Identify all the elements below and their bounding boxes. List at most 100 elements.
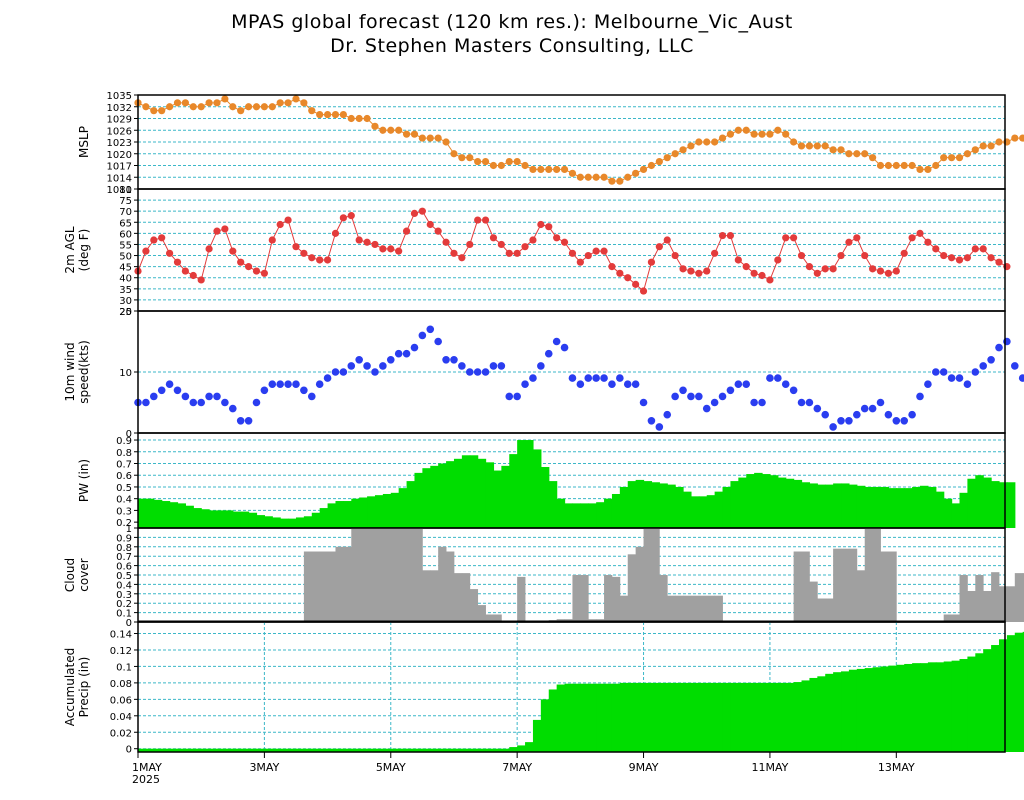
temp-point bbox=[560, 238, 569, 246]
pw-bar bbox=[564, 503, 574, 528]
y-axis-label: Accumulated bbox=[63, 648, 77, 727]
precip-bar bbox=[643, 682, 653, 752]
pw-bar bbox=[785, 478, 795, 528]
wind-point bbox=[473, 368, 482, 376]
pw-bar bbox=[256, 515, 265, 528]
temp-point bbox=[284, 216, 292, 224]
mslp-point bbox=[790, 138, 798, 146]
wind-point bbox=[663, 410, 672, 419]
pw-bar bbox=[153, 499, 163, 528]
mslp-point bbox=[244, 103, 253, 111]
wind-point bbox=[284, 380, 292, 389]
cloud-bar bbox=[983, 590, 992, 622]
precip-bar bbox=[390, 748, 400, 752]
mslp-point bbox=[703, 138, 711, 146]
precip-bar bbox=[667, 682, 676, 752]
temp-point bbox=[869, 265, 877, 273]
mslp-point bbox=[845, 150, 853, 158]
pw-bar bbox=[722, 486, 732, 528]
wind-point bbox=[821, 410, 830, 419]
cloud-bar bbox=[848, 548, 858, 622]
temp-point bbox=[466, 240, 474, 249]
pw-bar bbox=[572, 503, 581, 528]
cloud-bar bbox=[690, 595, 700, 622]
pw-bar bbox=[177, 503, 186, 528]
cloud-bar bbox=[809, 581, 818, 622]
precip-bar bbox=[256, 748, 265, 752]
mslp-point bbox=[221, 95, 229, 103]
wind-point bbox=[173, 386, 182, 395]
temp-point bbox=[853, 234, 861, 242]
temp-point bbox=[513, 249, 521, 257]
y-tick-label: 0.2 bbox=[116, 599, 132, 610]
y-tick-label: 0.1 bbox=[116, 609, 132, 620]
cloud-bar bbox=[698, 595, 708, 622]
y-axis-label: Cloud bbox=[63, 558, 77, 592]
mslp-point bbox=[608, 177, 616, 185]
wind-point bbox=[347, 362, 356, 370]
cloud-bar bbox=[477, 605, 486, 622]
mslp-point bbox=[292, 95, 300, 103]
wind-point bbox=[924, 380, 932, 389]
mslp-point bbox=[260, 103, 268, 111]
y-tick-label: 1032 bbox=[107, 103, 132, 114]
pw-bar bbox=[319, 508, 329, 528]
y-tick-label: 1026 bbox=[107, 126, 132, 137]
wind-point bbox=[260, 386, 269, 395]
pw-bar bbox=[485, 462, 495, 528]
temp-point bbox=[221, 225, 229, 233]
mslp-point bbox=[663, 154, 671, 162]
wind-point bbox=[932, 368, 940, 376]
pw-bar bbox=[493, 470, 502, 528]
temp-point bbox=[695, 269, 703, 277]
pw-bar bbox=[880, 486, 890, 528]
wind-point bbox=[442, 356, 450, 364]
temp-point bbox=[750, 269, 758, 277]
temp-point bbox=[268, 236, 276, 244]
precip-bar bbox=[564, 683, 574, 752]
temp-point bbox=[813, 269, 821, 277]
precip-bar bbox=[769, 682, 779, 752]
mslp-point bbox=[916, 165, 924, 174]
precip-bar bbox=[683, 682, 692, 752]
y-tick-label: 20 bbox=[119, 307, 132, 318]
wind-point bbox=[379, 362, 387, 370]
wind-point bbox=[228, 404, 237, 413]
pw-bar bbox=[746, 474, 755, 528]
precip-bar bbox=[675, 682, 684, 752]
cloud-bar bbox=[343, 546, 352, 622]
precip-bar bbox=[825, 673, 834, 752]
cloud-bar bbox=[319, 551, 328, 622]
temp-point bbox=[189, 271, 197, 280]
pw-bar bbox=[374, 495, 384, 528]
mslp-point bbox=[521, 161, 529, 170]
mslp-point bbox=[434, 134, 442, 142]
pw-bar bbox=[643, 481, 653, 528]
temp-point bbox=[363, 238, 371, 246]
cloud-bar bbox=[998, 586, 1008, 622]
precip-bar bbox=[517, 745, 526, 752]
mslp-point bbox=[205, 99, 213, 107]
pw-bar bbox=[406, 481, 416, 528]
pw-bar bbox=[335, 501, 344, 528]
wind-point bbox=[631, 380, 640, 389]
y-tick-label: 10 bbox=[119, 368, 132, 379]
pw-bar bbox=[438, 463, 447, 528]
cloud-bar bbox=[817, 598, 826, 622]
mslp-point bbox=[560, 165, 569, 174]
pw-bar bbox=[690, 496, 700, 528]
mslp-point bbox=[505, 157, 513, 166]
temp-point bbox=[908, 234, 916, 242]
wind-point bbox=[868, 404, 877, 413]
temp-point bbox=[876, 267, 885, 275]
temp-point bbox=[142, 247, 150, 255]
pw-bar bbox=[975, 475, 984, 528]
y-tick-label: 1011 bbox=[107, 185, 132, 196]
pw-bar bbox=[288, 518, 297, 528]
y-tick-label: 0.5 bbox=[116, 483, 132, 494]
wind-point bbox=[710, 398, 719, 407]
precip-bar bbox=[920, 663, 929, 752]
wind-point bbox=[829, 423, 837, 431]
y-tick-label: 0.6 bbox=[116, 562, 132, 573]
